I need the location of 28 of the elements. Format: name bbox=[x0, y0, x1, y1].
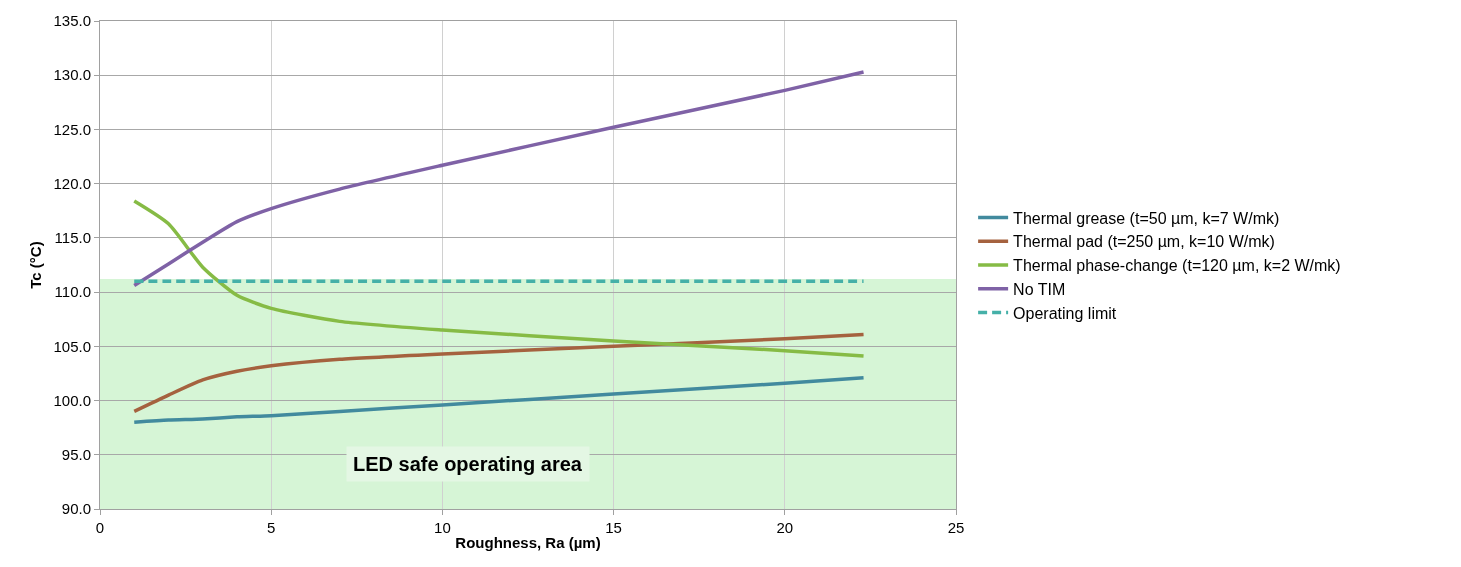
y-tick-label: 135.0 bbox=[53, 12, 91, 30]
x-tick-label: 10 bbox=[434, 519, 451, 536]
x-tick-label: 0 bbox=[95, 519, 105, 536]
line-series bbox=[132, 70, 866, 288]
x-tick-label: 15 bbox=[605, 519, 622, 536]
line-series bbox=[132, 376, 866, 424]
x-tick-label: 25 bbox=[947, 519, 965, 536]
x-axis-title: Roughness, Ra (µm) bbox=[455, 534, 601, 551]
y-tick-label: 95.0 bbox=[61, 446, 91, 464]
y-tick-label: 125.0 bbox=[53, 120, 91, 138]
y-tick-label: 115.0 bbox=[54, 229, 91, 247]
y-axis-title: Tc (°C) bbox=[26, 241, 44, 289]
legend-label: No TIM bbox=[1013, 281, 1066, 299]
y-tick-label: 100.0 bbox=[53, 391, 91, 409]
legend-label: Operating limit bbox=[1013, 304, 1117, 322]
line-series bbox=[132, 332, 866, 414]
line-series bbox=[132, 199, 866, 358]
y-tick-label: 90.0 bbox=[61, 500, 91, 518]
y-tick-label: 105.0 bbox=[53, 337, 91, 355]
x-tick-label: 20 bbox=[776, 519, 794, 536]
legend-label: Thermal phase-change (t=120 µm, k=2 W/mk) bbox=[1013, 257, 1341, 275]
x-tick-label: 5 bbox=[267, 519, 276, 536]
y-tick-label: 120.0 bbox=[53, 174, 91, 192]
y-tick-label: 110.0 bbox=[54, 283, 91, 301]
legend-label: Thermal grease (t=50 µm, k=7 W/mk) bbox=[1013, 209, 1280, 227]
y-tick-label: 130.0 bbox=[53, 66, 91, 84]
legend-label: Thermal pad (t=250 µm, k=10 W/mk) bbox=[1013, 233, 1275, 251]
annotation: LED safe operating area bbox=[353, 453, 583, 475]
